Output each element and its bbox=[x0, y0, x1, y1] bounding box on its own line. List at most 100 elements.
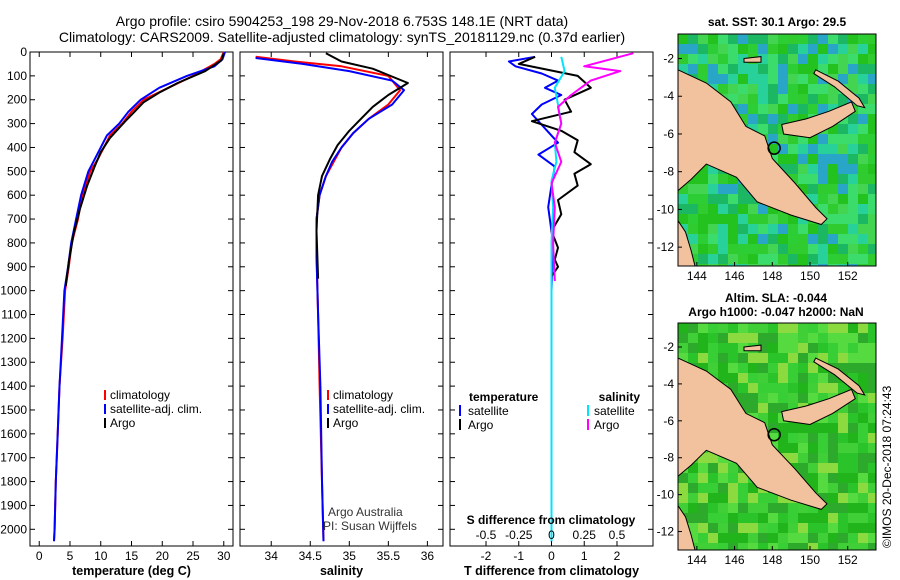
map2-field-cell bbox=[788, 383, 798, 393]
map1-field-cell bbox=[818, 254, 828, 264]
map1-field-cell bbox=[848, 144, 858, 154]
map1-new-britain bbox=[781, 101, 856, 139]
map2-field-cell bbox=[788, 423, 798, 433]
map2-field-cell bbox=[768, 533, 778, 543]
map1-field-cell bbox=[708, 234, 718, 244]
map2-field-cell bbox=[848, 513, 858, 523]
map1-field-cell bbox=[768, 214, 778, 224]
map2-field-cell bbox=[778, 343, 788, 353]
map2-field-cell bbox=[678, 353, 688, 363]
map1-field-cell bbox=[798, 54, 808, 64]
map2-field-cell bbox=[738, 353, 748, 363]
map1-field-cell bbox=[788, 104, 798, 114]
map2-field-cell bbox=[778, 493, 788, 503]
map2-field-cell bbox=[778, 503, 788, 513]
map1-field-cell bbox=[828, 104, 838, 114]
map1-field-cell bbox=[708, 214, 718, 224]
map2-field-cell bbox=[698, 333, 708, 343]
map2-field-cell bbox=[688, 333, 698, 343]
map2-field-cell bbox=[828, 383, 838, 393]
map1-field-cell bbox=[808, 144, 818, 154]
map2-field-cell bbox=[738, 343, 748, 353]
map1-field-cell bbox=[848, 134, 858, 144]
map2-field-cell bbox=[788, 503, 798, 513]
map1-field-cell bbox=[848, 204, 858, 214]
map2-field-cell bbox=[808, 443, 818, 453]
map2-field-cell bbox=[778, 423, 788, 433]
map2-field-cell bbox=[798, 513, 808, 523]
map2-field-cell bbox=[698, 543, 708, 550]
map1-field-cell bbox=[848, 234, 858, 244]
depth-tick-label: 0 bbox=[20, 45, 27, 59]
map2-field-cell bbox=[748, 503, 758, 513]
map1-field-cell bbox=[828, 124, 838, 134]
map1-field-cell bbox=[828, 164, 838, 174]
map1-field-cell bbox=[748, 84, 758, 94]
map1-field-cell bbox=[808, 174, 818, 184]
x-tick-label: 5 bbox=[67, 549, 74, 563]
map2-field-cell bbox=[798, 543, 808, 550]
map2-field-cell bbox=[838, 513, 848, 523]
map2-field-cell bbox=[828, 343, 838, 353]
map1-field-cell bbox=[858, 264, 868, 266]
map1-field-cell bbox=[868, 54, 876, 64]
map1-field-cell bbox=[788, 264, 798, 266]
map1-field-cell bbox=[738, 34, 748, 44]
map1-field-cell bbox=[788, 34, 798, 44]
map2-field-cell bbox=[858, 353, 868, 363]
map2-field-cell bbox=[798, 363, 808, 373]
map2-field-cell bbox=[738, 373, 748, 383]
map1-field-cell bbox=[748, 254, 758, 264]
map1-field-cell bbox=[748, 64, 758, 74]
depth-tick-label: 1900 bbox=[0, 498, 27, 512]
map2-field-cell bbox=[718, 513, 728, 523]
map2-field-cell bbox=[848, 443, 858, 453]
series-line-3-3 bbox=[550, 56, 566, 542]
map1-field-cell bbox=[838, 244, 848, 254]
map2-field-cell bbox=[758, 333, 768, 343]
map1-field-cell bbox=[808, 104, 818, 114]
map2-field-cell bbox=[728, 333, 738, 343]
map1-field-cell bbox=[698, 44, 708, 54]
map1-field-cell bbox=[738, 234, 748, 244]
legend-entry: satellite-adj. clim. bbox=[333, 402, 425, 416]
series-line-1-2 bbox=[53, 51, 226, 542]
map1-field-cell bbox=[788, 174, 798, 184]
map2-field-cell bbox=[808, 423, 818, 433]
map2-field-cell bbox=[728, 493, 738, 503]
map1-field-cell bbox=[738, 94, 748, 104]
map2-field-cell bbox=[838, 463, 848, 473]
annotation-institution: Argo Australia bbox=[328, 505, 403, 519]
map1-field-cell bbox=[738, 214, 748, 224]
legend-entry: climatology bbox=[110, 388, 170, 402]
map2-field-cell bbox=[728, 473, 738, 483]
legend-entry: Argo bbox=[110, 416, 136, 430]
map1-field-cell bbox=[808, 74, 818, 84]
map1-field-cell bbox=[688, 224, 698, 234]
map1-field-cell bbox=[828, 174, 838, 184]
map2-field-cell bbox=[868, 463, 876, 473]
map1-field-cell bbox=[808, 164, 818, 174]
map1-field-cell bbox=[678, 54, 688, 64]
map2-field-cell bbox=[828, 353, 838, 363]
map2-new-britain bbox=[781, 388, 856, 426]
map1-field-cell bbox=[728, 64, 738, 74]
map2-field-cell bbox=[808, 483, 818, 493]
map2-field-cell bbox=[808, 433, 818, 443]
map1-field-cell bbox=[748, 204, 758, 214]
map2-field-cell bbox=[798, 523, 808, 533]
map1-field-cell bbox=[768, 264, 778, 266]
map1-field-cell bbox=[818, 264, 828, 266]
x-axis-label: salinity bbox=[320, 564, 363, 578]
map1-field-cell bbox=[708, 184, 718, 194]
map2-field-cell bbox=[748, 513, 758, 523]
map2-field-cell bbox=[688, 493, 698, 503]
map2-field-cell bbox=[788, 353, 798, 363]
map2-field-cell bbox=[738, 523, 748, 533]
map1-field-cell bbox=[868, 224, 876, 234]
copyright-watermark: ©IMOS 20-Dec-2018 07:24:43 bbox=[880, 385, 894, 548]
map2-field-cell bbox=[698, 523, 708, 533]
map1-field-cell bbox=[768, 104, 778, 114]
map2-field-cell bbox=[818, 343, 828, 353]
map1-field-cell bbox=[748, 74, 758, 84]
